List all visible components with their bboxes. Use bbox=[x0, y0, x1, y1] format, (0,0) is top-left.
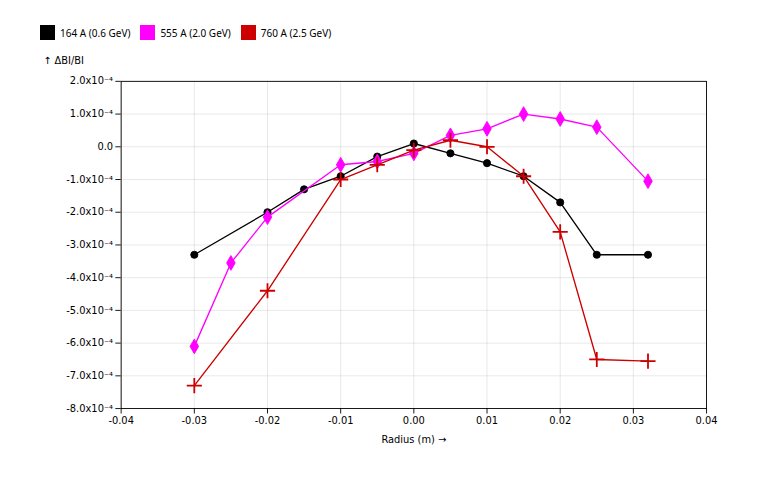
svg-text:-0.02: -0.02 bbox=[255, 415, 281, 426]
svg-text:-6.0x10⁻⁴: -6.0x10⁻⁴ bbox=[66, 337, 113, 348]
svg-text:1.0x10⁻⁴: 1.0x10⁻⁴ bbox=[70, 108, 113, 119]
svg-text:0.00: 0.00 bbox=[403, 415, 425, 426]
html-text:164 A (0.6 GeV): 164 A (0.6 GeV) bbox=[60, 25, 131, 40]
svg-text:Radius (m) →: Radius (m) → bbox=[381, 434, 446, 445]
svg-text:-0.03: -0.03 bbox=[182, 415, 208, 426]
svg-text:↑ ΔBI/BI: ↑ ΔBI/BI bbox=[43, 55, 84, 66]
svg-text:-0.04: -0.04 bbox=[108, 415, 134, 426]
svg-text:-3.0x10⁻⁴: -3.0x10⁻⁴ bbox=[66, 239, 113, 250]
svg-text:0.03: 0.03 bbox=[622, 415, 644, 426]
svg-text:-1.0x10⁻⁴: -1.0x10⁻⁴ bbox=[66, 174, 113, 185]
html-text:555 A (2.0 GeV): 555 A (2.0 GeV) bbox=[160, 25, 231, 40]
html-text:760 A (2.5 GeV): 760 A (2.5 GeV) bbox=[260, 25, 332, 40]
svg-text:-4.0x10⁻⁴: -4.0x10⁻⁴ bbox=[66, 272, 113, 283]
svg-text:0.0: 0.0 bbox=[97, 141, 113, 152]
svg-text:0.04: 0.04 bbox=[696, 415, 718, 426]
svg-text:-8.0x10⁻⁴: -8.0x10⁻⁴ bbox=[66, 403, 113, 414]
svg-text:2.0x10⁻⁴: 2.0x10⁻⁴ bbox=[70, 75, 113, 86]
svg-text:-7.0x10⁻⁴: -7.0x10⁻⁴ bbox=[66, 370, 113, 381]
svg-text:-5.0x10⁻⁴: -5.0x10⁻⁴ bbox=[66, 305, 113, 316]
svg-text:0.01: 0.01 bbox=[476, 415, 498, 426]
svg-text:-2.0x10⁻⁴: -2.0x10⁻⁴ bbox=[66, 206, 113, 217]
svg-text:0.02: 0.02 bbox=[549, 415, 571, 426]
svg-text:-0.01: -0.01 bbox=[328, 415, 354, 426]
